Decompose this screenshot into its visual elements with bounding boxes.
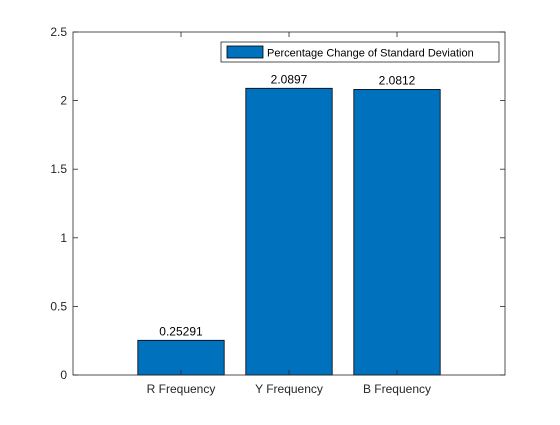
y-tick-label: 1 [60, 231, 67, 245]
x-tick-label: R Frequency [147, 382, 216, 396]
bar-data-label: 0.25291 [159, 324, 203, 338]
y-tick-label: 2 [60, 94, 67, 108]
data-labels-group: 0.25291 2.0897 2.0812 [159, 72, 415, 338]
bar-y-frequency [245, 87, 333, 376]
y-tick-label: 0.5 [50, 299, 67, 313]
legend-label: Percentage Change of Standard Deviation [267, 48, 474, 60]
x-tick-label: B Frequency [363, 382, 431, 396]
legend: Percentage Change of Standard Deviation [220, 41, 500, 63]
bar-r-frequency [137, 339, 225, 376]
legend-box [220, 41, 500, 63]
y-tick-label: 2.5 [50, 25, 67, 39]
x-tick-label: Y Frequency [255, 382, 323, 396]
bar-data-label: 2.0812 [379, 73, 416, 87]
bar-data-label: 2.0897 [271, 72, 308, 86]
legend-swatch [226, 45, 264, 59]
axes-group: 0 0.5 1 1.5 2 2.5 R Frequency Y Frequency B Freq… [50, 25, 506, 396]
y-tick-label: 1.5 [50, 162, 67, 176]
y-tick-label: 0 [60, 368, 67, 382]
bars-group [137, 87, 441, 376]
bar-b-frequency [353, 89, 441, 376]
